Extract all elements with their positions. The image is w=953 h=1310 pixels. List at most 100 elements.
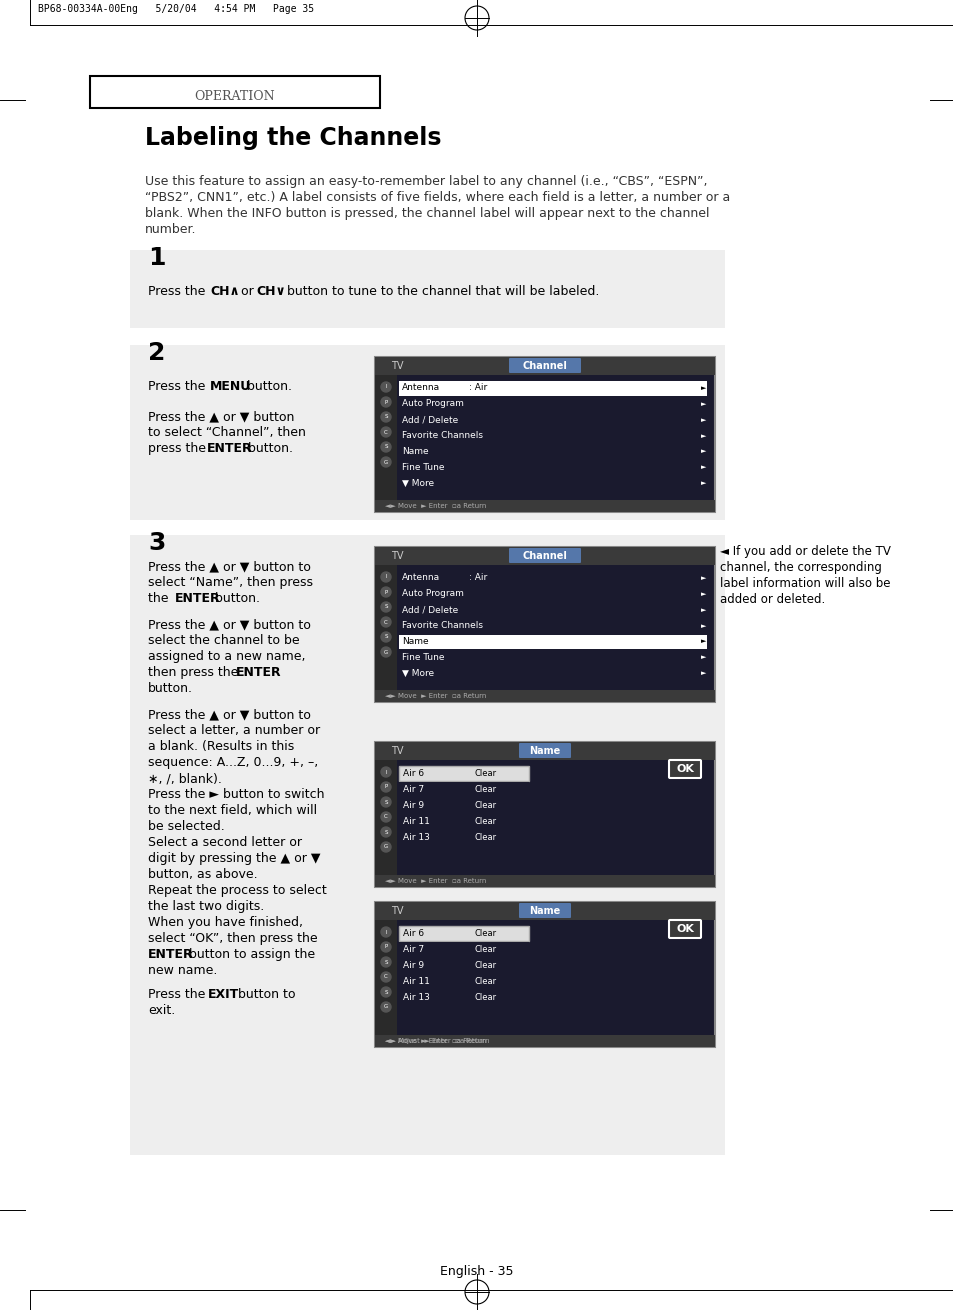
Text: label information will also be: label information will also be [720,576,889,590]
Text: Repeat the process to select: Repeat the process to select [148,884,327,897]
Text: blank. When the INFO button is pressed, the channel label will appear next to th: blank. When the INFO button is pressed, … [145,207,709,220]
Text: Auto Program: Auto Program [401,400,463,409]
FancyBboxPatch shape [375,690,714,702]
Text: Press the ► button to switch: Press the ► button to switch [148,789,324,800]
Text: S: S [384,989,387,994]
Text: ►: ► [700,464,705,470]
Text: Air 13: Air 13 [402,993,430,1002]
Text: ◄► Move  ► Enter  ▫a Return: ◄► Move ► Enter ▫a Return [385,1038,486,1044]
Text: Fine Tune: Fine Tune [401,652,444,662]
Text: Air 7: Air 7 [402,945,424,954]
FancyBboxPatch shape [130,534,724,1155]
Text: ▼ More: ▼ More [401,668,434,677]
Text: channel, the corresponding: channel, the corresponding [720,561,881,574]
Text: to select “Channel”, then: to select “Channel”, then [148,426,306,439]
Text: C: C [384,975,388,980]
Text: button.: button. [148,683,193,696]
Text: S: S [384,959,387,964]
Text: button.: button. [243,380,292,393]
Text: ►: ► [700,481,705,486]
FancyBboxPatch shape [398,798,529,814]
Text: ►: ► [700,591,705,597]
Text: ◄► Move  ► Enter  ▫a Return: ◄► Move ► Enter ▫a Return [385,878,486,884]
Text: Antenna: Antenna [401,574,439,583]
Text: : Air: : Air [469,384,487,393]
Text: Clear: Clear [475,945,497,954]
Text: button to: button to [233,988,295,1001]
Circle shape [380,796,391,807]
Text: Name: Name [401,447,428,456]
Text: Press the ▲ or ▼ button to: Press the ▲ or ▼ button to [148,618,311,631]
Text: P: P [384,590,387,595]
FancyBboxPatch shape [375,903,714,1047]
Text: CH∨: CH∨ [255,286,285,297]
Text: press the: press the [148,441,210,455]
Text: S: S [384,634,387,639]
Text: C: C [384,815,388,820]
Circle shape [380,603,391,612]
Text: Clear: Clear [475,800,497,810]
Text: “PBS2”, CNN1”, etc.) A label consists of five fields, where each field is a lett: “PBS2”, CNN1”, etc.) A label consists of… [145,191,729,204]
Text: Antenna: Antenna [401,384,439,393]
Text: Press the ▲ or ▼ button to: Press the ▲ or ▼ button to [148,559,311,572]
FancyBboxPatch shape [375,500,714,512]
FancyBboxPatch shape [398,634,706,650]
Text: Select a second letter or: Select a second letter or [148,836,302,849]
Text: the: the [148,592,172,605]
Circle shape [380,572,391,582]
Circle shape [380,1002,391,1013]
Circle shape [380,927,391,937]
Text: new name.: new name. [148,964,217,977]
Text: Clear: Clear [475,832,497,841]
Text: ►: ► [700,638,705,645]
FancyBboxPatch shape [668,760,700,778]
Text: I: I [385,385,386,389]
Text: Clear: Clear [475,976,497,985]
Text: Press the: Press the [148,286,209,297]
Text: Favorite Channels: Favorite Channels [401,621,482,630]
FancyBboxPatch shape [398,958,529,973]
FancyBboxPatch shape [398,990,529,1005]
Text: Fine Tune: Fine Tune [401,462,444,472]
Text: Air 11: Air 11 [402,816,430,825]
Text: EXIT: EXIT [208,988,239,1001]
Text: ▼ More: ▼ More [401,478,434,487]
Text: ◄ If you add or delete the TV: ◄ If you add or delete the TV [720,545,890,558]
Text: C: C [384,430,388,435]
Text: Press the ▲ or ▼ button to: Press the ▲ or ▼ button to [148,707,311,721]
Text: ►: ► [700,655,705,660]
Text: S: S [384,604,387,609]
Text: P: P [384,945,387,950]
Text: G: G [383,1005,388,1010]
Text: S: S [384,414,387,419]
Text: Name: Name [401,637,428,646]
Text: MENU: MENU [210,380,251,393]
Text: select the channel to be: select the channel to be [148,634,299,647]
Text: select “Name”, then press: select “Name”, then press [148,576,313,590]
FancyBboxPatch shape [130,250,724,328]
Circle shape [380,617,391,627]
FancyBboxPatch shape [375,358,714,512]
Text: S: S [384,444,387,449]
Text: C: C [384,620,388,625]
Text: Air 9: Air 9 [402,960,424,969]
FancyBboxPatch shape [375,565,396,702]
Circle shape [380,812,391,821]
Circle shape [380,587,391,597]
Text: S: S [384,799,387,804]
Text: 2: 2 [148,341,165,365]
FancyBboxPatch shape [509,358,580,373]
Text: : Air: : Air [469,574,487,583]
Text: Air 13: Air 13 [402,832,430,841]
Text: Press the ▲ or ▼ button: Press the ▲ or ▼ button [148,410,294,423]
Text: ◄► Adjust  ► Enter  ▫a Return: ◄► Adjust ► Enter ▫a Return [385,1038,489,1044]
Text: ENTER: ENTER [235,665,281,679]
Text: S: S [384,829,387,834]
Text: I: I [385,930,386,934]
Circle shape [380,842,391,852]
Text: Channel: Channel [522,552,567,561]
FancyBboxPatch shape [518,743,571,758]
Text: Air 7: Air 7 [402,785,424,794]
Circle shape [380,958,391,967]
Text: TV: TV [391,362,403,371]
